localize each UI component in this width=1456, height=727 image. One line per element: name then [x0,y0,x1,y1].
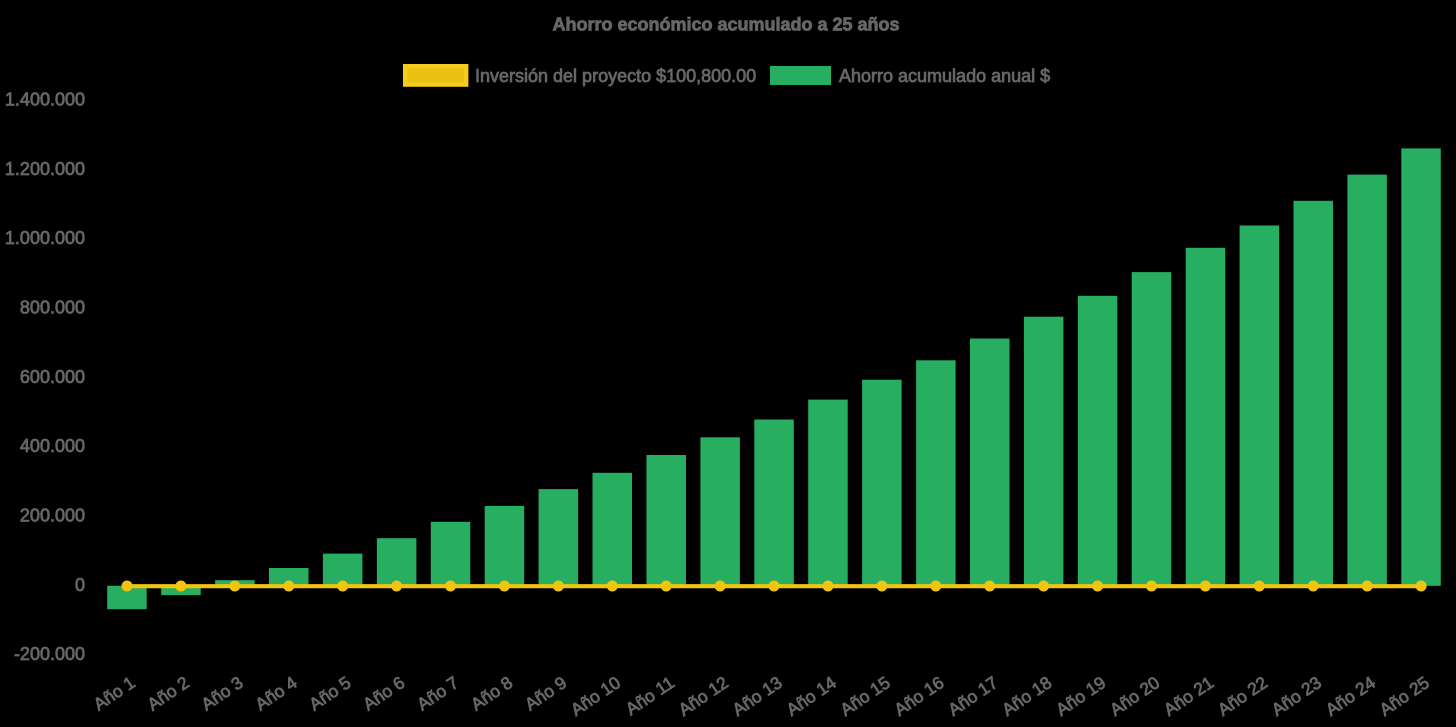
svg-text:1.200.000: 1.200.000 [5,159,85,179]
svg-text:600.000: 600.000 [20,367,85,387]
svg-text:Inversión del proyecto $100,80: Inversión del proyecto $100,800.00 [475,66,756,86]
svg-text:200.000: 200.000 [20,506,85,526]
svg-text:Ahorro acumulado anual $: Ahorro acumulado anual $ [839,66,1050,86]
svg-text:-200.000: -200.000 [14,644,85,664]
svg-text:1.400.000: 1.400.000 [5,90,85,110]
svg-text:0: 0 [75,575,85,595]
svg-text:1.000.000: 1.000.000 [5,228,85,248]
svg-text:800.000: 800.000 [20,298,85,318]
svg-text:Ahorro económico acumulado a 2: Ahorro económico acumulado a 25 años [552,15,899,35]
svg-text:400.000: 400.000 [20,436,85,456]
